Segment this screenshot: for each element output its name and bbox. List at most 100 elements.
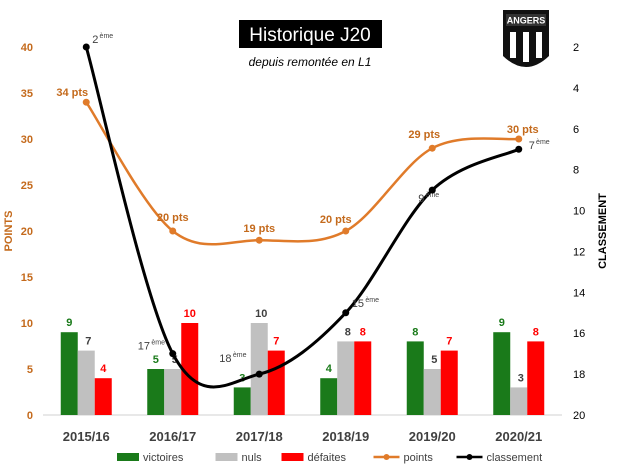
left-axis: 0 5 10 15 20 25 30 35 40 xyxy=(21,42,33,422)
bar-value-label: 8 xyxy=(412,326,418,338)
legend-swatch-défaites xyxy=(281,453,304,461)
points-value-label: 30 pts xyxy=(507,124,539,136)
right-tick-label: 4 xyxy=(573,83,579,95)
classement-line xyxy=(84,46,520,389)
legend-label-points: points xyxy=(404,452,434,464)
left-tick-label: 40 xyxy=(21,42,33,54)
classement-value-label: 17 xyxy=(138,341,150,353)
points-marker xyxy=(342,227,350,235)
bar-défaites-2018/19 xyxy=(354,341,372,415)
right-tick-label: 20 xyxy=(573,410,585,422)
classement-suffix-label: ème xyxy=(151,340,165,347)
category-label: 2016/17 xyxy=(149,429,196,444)
bar-défaites-2020/21 xyxy=(527,341,545,415)
left-tick-label: 35 xyxy=(21,88,33,100)
classement-marker xyxy=(169,350,177,358)
category-label: 2019/20 xyxy=(409,429,456,444)
category-label: 2015/16 xyxy=(63,429,110,444)
chart-subtitle: depuis remontée en L1 xyxy=(249,55,372,69)
bar-nuls-2020/21 xyxy=(510,387,528,415)
right-tick-label: 16 xyxy=(573,328,585,340)
points-marker xyxy=(255,236,263,244)
legend-label-nuls: nuls xyxy=(242,452,263,464)
bar-value-label: 3 xyxy=(518,372,524,384)
title-background xyxy=(239,20,382,48)
bar-value-label: 5 xyxy=(153,354,159,366)
points-marker xyxy=(82,98,90,106)
classement-suffix-label: ème xyxy=(536,139,550,146)
points-value-label: 19 pts xyxy=(243,223,275,235)
bar-nuls-2016/17 xyxy=(164,369,182,415)
classement-value-label: 2 xyxy=(92,34,98,46)
chart-title: Historique J20 xyxy=(249,25,370,46)
bar-value-label: 8 xyxy=(360,326,366,338)
classement-marker xyxy=(255,370,263,378)
legend-label-défaites: défaites xyxy=(308,452,347,464)
legend-label-classement: classement xyxy=(487,452,543,464)
category-label: 2020/21 xyxy=(495,429,542,444)
bar-value-label: 10 xyxy=(255,308,267,320)
bar-victoires-2016/17 xyxy=(147,369,165,415)
left-tick-label: 5 xyxy=(27,364,33,376)
classement-value-label: 15 xyxy=(352,298,364,310)
bar-value-label: 9 xyxy=(499,317,505,329)
legend-swatch-victoires xyxy=(117,453,139,461)
right-tick-label: 8 xyxy=(573,165,579,177)
classement-suffix-label: ème xyxy=(100,33,114,40)
bar-nuls-2019/20 xyxy=(423,369,441,415)
bar-victoires-2017/18 xyxy=(233,387,251,415)
bar-value-label: 7 xyxy=(273,336,279,348)
bar-nuls-2018/19 xyxy=(337,341,355,415)
bar-défaites-2019/20 xyxy=(440,350,458,415)
left-tick-label: 0 xyxy=(27,410,33,422)
bar-victoires-2018/19 xyxy=(320,378,338,415)
right-tick-label: 10 xyxy=(573,206,585,218)
legend: victoires nuls défaites points classement xyxy=(117,452,542,464)
bar-nuls-2017/18 xyxy=(250,323,268,415)
bar-value-label: 4 xyxy=(100,363,107,375)
right-axis: 2 4 6 8 10 12 14 16 18 20 xyxy=(573,42,585,422)
bar-défaites-2015/16 xyxy=(94,378,112,415)
left-tick-label: 10 xyxy=(21,318,33,330)
right-tick-label: 6 xyxy=(573,124,579,136)
bar-défaites-2017/18 xyxy=(267,350,285,415)
category-label: 2018/19 xyxy=(322,429,369,444)
bar-value-label: 8 xyxy=(533,326,539,338)
legend-marker-points xyxy=(383,454,390,460)
left-tick-label: 20 xyxy=(21,226,33,238)
logo-stripe-1 xyxy=(510,32,516,58)
points-value-label: 29 pts xyxy=(408,129,440,141)
club-logo: ANGERS xyxy=(503,10,549,67)
bar-value-label: 10 xyxy=(184,308,196,320)
classement-marker xyxy=(428,186,436,194)
classement-suffix-label: ème xyxy=(365,297,379,304)
classement-marker xyxy=(515,145,523,153)
classement-marker xyxy=(82,43,90,51)
classement-marker xyxy=(342,309,350,317)
logo-stripe-3 xyxy=(536,32,542,58)
bar-victoires-2015/16 xyxy=(60,332,78,415)
bars xyxy=(60,323,545,415)
bar-value-label: 9 xyxy=(66,317,72,329)
classement-value-label: 7 xyxy=(529,140,535,152)
logo-stripe-2 xyxy=(523,32,529,62)
points-value-label: 34 pts xyxy=(56,87,88,99)
logo-banner xyxy=(506,14,546,26)
bar-value-label: 4 xyxy=(326,363,333,375)
points-marker xyxy=(428,144,436,152)
left-tick-label: 30 xyxy=(21,134,33,146)
left-tick-label: 25 xyxy=(21,180,33,192)
bar-value-label: 7 xyxy=(446,336,452,348)
right-axis-title: CLASSEMENT xyxy=(597,193,609,269)
title-block: Historique J20 depuis remontée en L1 xyxy=(239,20,382,69)
category-labels: 2015/16 2016/17 2017/18 2018/19 2019/20 2020/… xyxy=(63,429,543,444)
left-tick-label: 15 xyxy=(21,272,33,284)
bar-value-label: 5 xyxy=(431,354,437,366)
right-tick-label: 2 xyxy=(573,42,579,54)
category-label: 2017/18 xyxy=(236,429,283,444)
left-axis-title: POINTS xyxy=(3,211,15,252)
legend-label-victoires: victoires xyxy=(143,452,184,464)
classement-value-label: 9 xyxy=(418,193,424,205)
